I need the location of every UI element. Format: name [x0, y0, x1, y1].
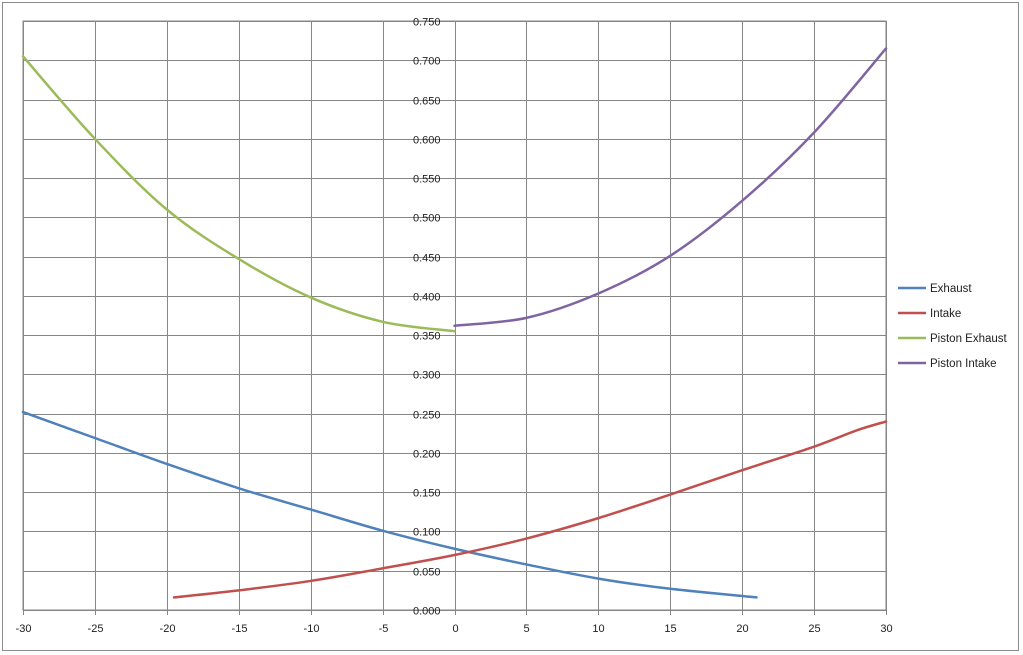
x-tick-label: -30 [16, 623, 32, 635]
y-tick-label: 0.400 [413, 292, 441, 304]
y-tick-label: 0.150 [413, 488, 441, 500]
x-tick-label: 0 [452, 623, 458, 635]
y-tick-label: 0.200 [413, 449, 441, 461]
x-tick-label: 25 [808, 623, 820, 635]
x-tick-label: 15 [664, 623, 676, 635]
y-tick-label: 0.500 [413, 213, 441, 225]
y-tick-label: 0.250 [413, 410, 441, 422]
x-tick-label: 30 [880, 623, 892, 635]
series-line-intake [172, 420, 888, 599]
x-tick-label: 5 [523, 623, 529, 635]
x-axis-tick-labels: -30 -25 -20 -15 -10 -5 0 5 10 15 20 25 30 [16, 623, 893, 635]
y-tick-label: 0.050 [413, 567, 441, 579]
x-tick-label: -25 [88, 623, 104, 635]
y-tick-label: 0.300 [413, 370, 441, 382]
x-tick-label: 10 [592, 623, 604, 635]
legend: Exhaust Intake Piston Exhaust Piston Intake [898, 283, 1008, 370]
grid [22, 20, 887, 615]
plot-area-border [22, 20, 887, 611]
y-tick-label: 0.000 [413, 606, 441, 618]
series-line-piston-exhaust [21, 55, 456, 333]
legend-label-piston-intake: Piston Intake [930, 358, 996, 370]
y-axis-tick-labels: 0.000 0.050 0.100 0.150 0.200 0.250 0.300 0.350… [413, 17, 441, 618]
y-tick-label: 0.750 [413, 17, 441, 29]
y-tick-label: 0.450 [413, 253, 441, 265]
x-tick-label: -20 [160, 623, 176, 635]
series-lines [21, 47, 888, 599]
legend-label-piston-exhaust: Piston Exhaust [930, 333, 1008, 345]
legend-label-intake: Intake [930, 308, 961, 320]
series-line-piston-intake [453, 47, 888, 327]
series-line-exhaust [21, 410, 758, 599]
y-tick-label: 0.700 [413, 56, 441, 68]
y-tick-label: 0.550 [413, 174, 441, 186]
y-tick-label: 0.600 [413, 135, 441, 147]
x-tick-label: 20 [736, 623, 748, 635]
x-tick-label: -15 [232, 623, 248, 635]
y-tick-label: 0.350 [413, 331, 441, 343]
legend-label-exhaust: Exhaust [930, 283, 972, 295]
x-tick-label: -5 [379, 623, 389, 635]
y-tick-label: 0.100 [413, 527, 441, 539]
y-tick-label: 0.650 [413, 96, 441, 108]
x-tick-label: -10 [304, 623, 320, 635]
